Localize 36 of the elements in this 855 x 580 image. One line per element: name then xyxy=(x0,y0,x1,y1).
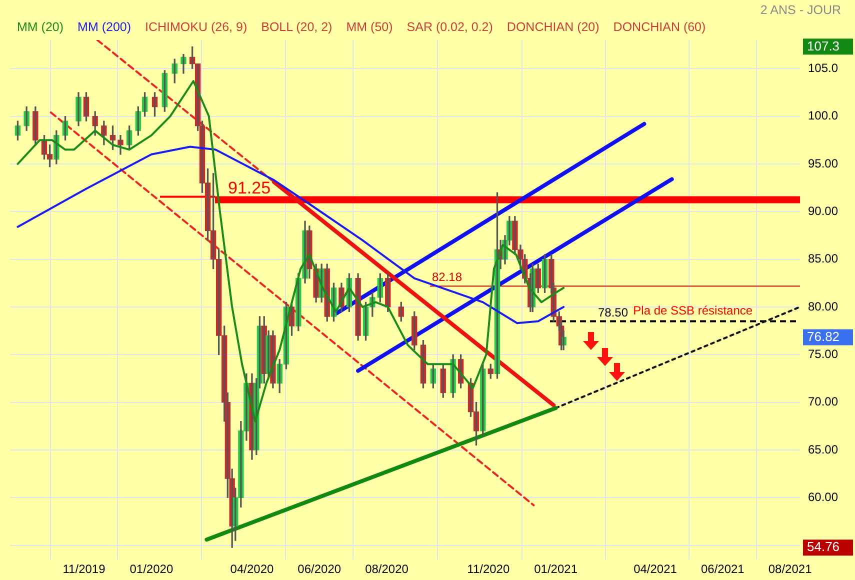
y-tick-label: 90.00 xyxy=(808,204,838,218)
text: MM (20) xyxy=(17,20,64,34)
y-tick-label: 85.00 xyxy=(808,252,838,266)
annotation: Pla de SSB résistance xyxy=(633,304,753,318)
ref-line-label: 82.18 xyxy=(432,270,462,284)
x-tick-label: 11/2019 xyxy=(62,562,106,576)
x-tick-label: 06/2020 xyxy=(298,562,342,576)
x-tick-label: 08/2021 xyxy=(768,562,812,576)
text: 107.3 xyxy=(807,38,840,54)
y-tick-label: 70.00 xyxy=(808,394,838,409)
text: 76.82 xyxy=(807,328,840,344)
y-tick-label: 75.00 xyxy=(808,346,838,361)
x-tick-label: 08/2020 xyxy=(365,562,409,576)
y-tick-label: 60.00 xyxy=(808,490,838,504)
x-tick-label: 11/2020 xyxy=(467,562,510,576)
text: DONCHIAN (60) xyxy=(613,20,706,34)
y-tick-label: 105.0 xyxy=(808,60,838,75)
x-tick-label: 01/2020 xyxy=(130,562,174,576)
text: DONCHIAN (20) xyxy=(506,20,600,34)
x-tick-label: 04/2021 xyxy=(634,562,678,576)
x-tick-label: 06/2021 xyxy=(700,562,745,576)
text: BOLL (20, 2) xyxy=(261,20,332,34)
y-tick-label: 80.00 xyxy=(808,299,838,314)
text: 54.76 xyxy=(807,539,840,554)
y-tick-label: 65.00 xyxy=(808,442,838,456)
text: SAR (0.02, 0.2) xyxy=(406,20,493,34)
x-tick-label: 01/2021 xyxy=(534,562,578,576)
x-tick-label: 04/2020 xyxy=(230,562,274,576)
ref-line-label: 78.50 xyxy=(598,305,628,320)
y-tick-label: 100.0 xyxy=(808,108,838,123)
text: ICHIMOKU (26, 9) xyxy=(145,20,248,34)
y-tick-label: 95.00 xyxy=(808,156,838,170)
chart-subtitle: 2 ANS - JOUR xyxy=(760,3,841,17)
text: MM (50) xyxy=(346,20,393,34)
text: MM (200) xyxy=(78,20,132,34)
ref-line-label: 91.25 xyxy=(228,178,271,198)
